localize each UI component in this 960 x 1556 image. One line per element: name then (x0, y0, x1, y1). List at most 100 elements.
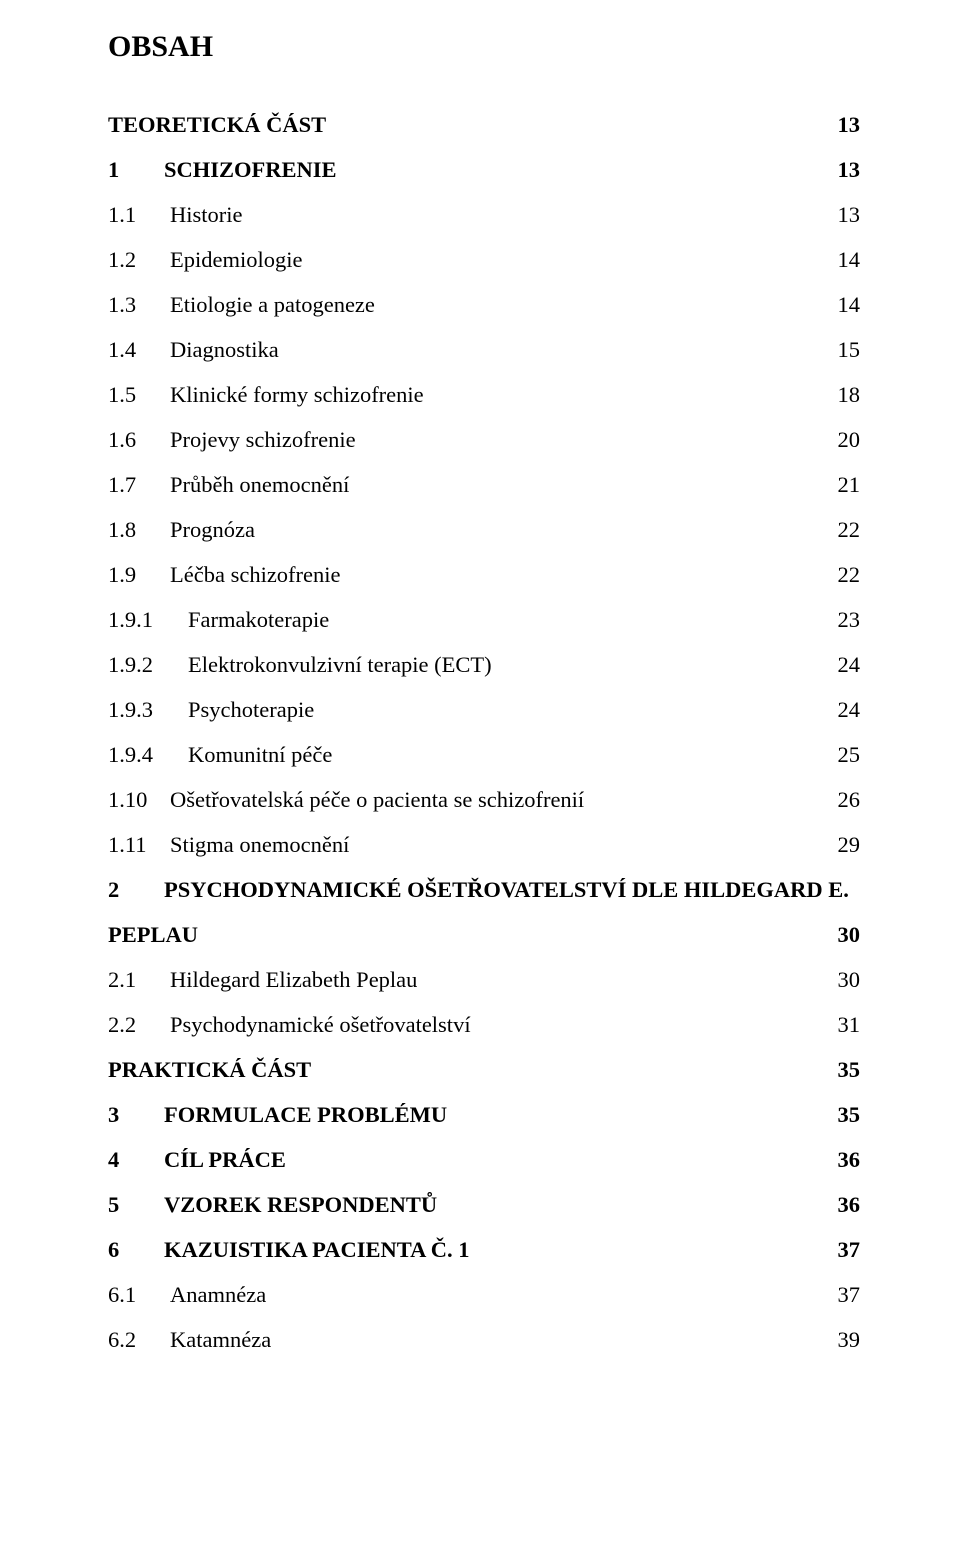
toc-entry-left: 1.9Léčba schizofrenie (108, 562, 341, 588)
toc-entry: 3FORMULACE PROBLÉMU35 (108, 1102, 860, 1128)
toc-entry: 1.11Stigma onemocnění 29 (108, 832, 860, 858)
toc-entry-number: 1.9.3 (108, 697, 188, 723)
toc-entry: 1.9Léčba schizofrenie 22 (108, 562, 860, 588)
toc-entry-label: Katamnéza (170, 1327, 271, 1353)
toc-entry-left: 1.8Prognóza (108, 517, 255, 543)
toc-entry-number: 3 (108, 1102, 164, 1128)
toc-entry-number: 1.2 (108, 247, 170, 273)
toc-entry-number: 1.4 (108, 337, 170, 363)
toc-entry-label: Hildegard Elizabeth Peplau (170, 967, 417, 993)
toc-entry: 2PSYCHODYNAMICKÉ OŠETŘOVATELSTVÍ DLE HIL… (108, 877, 860, 903)
toc-entry: 2.1Hildegard Elizabeth Peplau 30 (108, 967, 860, 993)
toc-entry: 4CÍL PRÁCE 36 (108, 1147, 860, 1173)
toc-entry-label: Diagnostika (170, 337, 279, 363)
toc-entry-number: 4 (108, 1147, 164, 1173)
toc-entry-left: 1.10Ošetřovatelská péče o pacienta se sc… (108, 787, 584, 813)
toc-entry-label: Stigma onemocnění (170, 832, 349, 858)
toc-entry-label: Farmakoterapie (188, 607, 329, 633)
toc-entry-number: 2 (108, 877, 164, 903)
toc-entry-label: Psychodynamické ošetřovatelství (170, 1012, 471, 1038)
toc-entry-number: 1.9 (108, 562, 170, 588)
toc-entry-label: Klinické formy schizofrenie (170, 382, 424, 408)
toc-entry: 1.5Klinické formy schizofrenie 18 (108, 382, 860, 408)
toc-entry-label: SCHIZOFRENIE (164, 157, 337, 183)
toc-entry: 1.9.3Psychoterapie24 (108, 697, 860, 723)
toc-entry-left: 5VZOREK RESPONDENTŮ (108, 1192, 437, 1218)
toc-entry-page: 21 (838, 472, 861, 498)
toc-entry-label: Prognóza (170, 517, 255, 543)
toc-entry: 1.2Epidemiologie 14 (108, 247, 860, 273)
toc-entry-label: VZOREK RESPONDENTŮ (164, 1192, 437, 1218)
toc-entry-page: 29 (838, 832, 861, 858)
toc-entry: PEPLAU 30 (108, 922, 860, 948)
toc-entry-label: Elektrokonvulzivní terapie (ECT) (188, 652, 492, 678)
toc-entry-left: 1.3Etiologie a patogeneze (108, 292, 375, 318)
toc-entry-left: 1.1Historie (108, 202, 243, 228)
toc-entry-left: 1.7Průběh onemocnění (108, 472, 349, 498)
toc-entry-page: 20 (838, 427, 861, 453)
toc-entry-number: 5 (108, 1192, 164, 1218)
toc-entry: 1.7Průběh onemocnění 21 (108, 472, 860, 498)
toc-entry-number: 1.8 (108, 517, 170, 543)
toc-entry: 2.2Psychodynamické ošetřovatelství31 (108, 1012, 860, 1038)
toc-entry-label: Projevy schizofrenie (170, 427, 356, 453)
toc-entry-left: 1.11Stigma onemocnění (108, 832, 349, 858)
toc-entry-left: 3FORMULACE PROBLÉMU (108, 1102, 447, 1128)
toc-entry-number: 6 (108, 1237, 164, 1263)
toc-entry-page: 36 (838, 1192, 861, 1218)
toc-entry-page: 14 (838, 292, 861, 318)
toc-entry-left: 1.9.3Psychoterapie (108, 697, 314, 723)
toc-entry-left: 1.9.1Farmakoterapie (108, 607, 329, 633)
table-of-contents: TEORETICKÁ ČÁST131SCHIZOFRENIE131.1Histo… (108, 112, 860, 1353)
toc-entry-left: 1SCHIZOFRENIE (108, 157, 337, 183)
toc-entry: 1.9.1Farmakoterapie23 (108, 607, 860, 633)
toc-entry-label: TEORETICKÁ ČÁST (108, 112, 326, 138)
toc-entry-page: 13 (838, 112, 861, 138)
toc-entry-page: 30 (838, 922, 861, 948)
toc-entry: 1.10Ošetřovatelská péče o pacienta se sc… (108, 787, 860, 813)
toc-entry-label: Psychoterapie (188, 697, 314, 723)
toc-entry-label: Anamnéza (170, 1282, 266, 1308)
toc-entry-number: 1 (108, 157, 164, 183)
toc-entry-page: 22 (838, 517, 861, 543)
toc-entry-page: 30 (838, 967, 861, 993)
toc-entry-label: Léčba schizofrenie (170, 562, 341, 588)
toc-entry-number: 1.11 (108, 832, 170, 858)
toc-entry-number: 1.9.1 (108, 607, 188, 633)
toc-entry-page: 13 (838, 157, 861, 183)
toc-entry-label: Etiologie a patogeneze (170, 292, 375, 318)
toc-entry: 1.3Etiologie a patogeneze 14 (108, 292, 860, 318)
toc-entry-label: PEPLAU (108, 922, 198, 948)
toc-entry-left: PRAKTICKÁ ČÁST (108, 1057, 311, 1083)
toc-entry-page: 25 (838, 742, 861, 768)
toc-entry-left: 1.9.2Elektrokonvulzivní terapie (ECT) (108, 652, 492, 678)
toc-entry-left: PEPLAU (108, 922, 198, 948)
toc-entry-page: 22 (838, 562, 861, 588)
toc-entry-left: 6KAZUISTIKA PACIENTA Č. 1 (108, 1237, 469, 1263)
toc-entry-number: 1.9.2 (108, 652, 188, 678)
toc-entry-number: 2.1 (108, 967, 170, 993)
toc-entry-page: 13 (838, 202, 861, 228)
toc-entry-label: Komunitní péče (188, 742, 332, 768)
toc-entry-page: 14 (838, 247, 861, 273)
toc-entry: 1.8Prognóza 22 (108, 517, 860, 543)
toc-entry-left: 1.9.4Komunitní péče (108, 742, 332, 768)
toc-entry-label: FORMULACE PROBLÉMU (164, 1102, 447, 1128)
toc-entry-page: 26 (838, 787, 861, 813)
toc-entry-page: 36 (838, 1147, 861, 1173)
toc-entry-page: 18 (838, 382, 861, 408)
toc-entry-page: 31 (838, 1012, 861, 1038)
toc-entry: 1.1Historie 13 (108, 202, 860, 228)
toc-entry-number: 1.5 (108, 382, 170, 408)
toc-entry: 1.9.4Komunitní péče 25 (108, 742, 860, 768)
toc-entry-number: 1.10 (108, 787, 170, 813)
toc-entry: 6KAZUISTIKA PACIENTA Č. 137 (108, 1237, 860, 1263)
toc-entry-left: TEORETICKÁ ČÁST (108, 112, 326, 138)
toc-entry-left: 1.2Epidemiologie (108, 247, 302, 273)
toc-entry-page: 39 (838, 1327, 861, 1353)
toc-entry: 1.4Diagnostika15 (108, 337, 860, 363)
toc-entry-number: 6.2 (108, 1327, 170, 1353)
toc-entry-page: 35 (838, 1057, 861, 1083)
toc-entry-left: 4CÍL PRÁCE (108, 1147, 286, 1173)
toc-entry-left: 1.6Projevy schizofrenie (108, 427, 356, 453)
